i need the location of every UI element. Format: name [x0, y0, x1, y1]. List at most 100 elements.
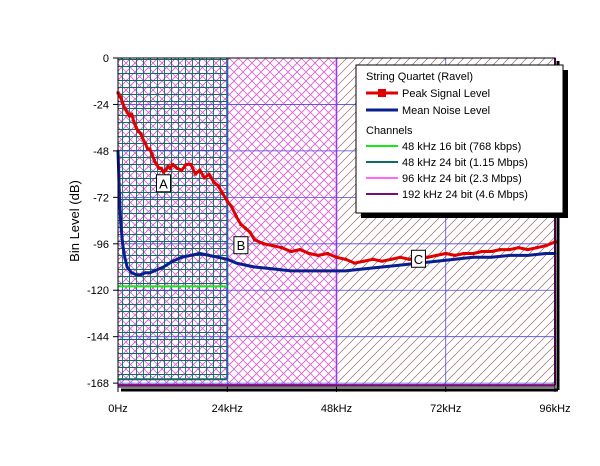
series-0-point: [280, 246, 284, 250]
series-0-point: [207, 172, 211, 176]
series-0-point: [230, 205, 234, 209]
series-0-point: [453, 253, 457, 257]
series-0-point: [262, 242, 266, 246]
y-tick-label-7: -168: [87, 378, 109, 390]
y-tick-label-0: 0: [103, 53, 109, 65]
series-0-point: [253, 238, 257, 242]
series-0-point: [130, 112, 134, 116]
series-0-point: [202, 176, 206, 180]
legend-box: [355, 64, 564, 214]
series-0-point: [136, 130, 140, 134]
y-axis-ticks: 0 -24 -48 -72 -96 -120 -144 -168: [87, 53, 118, 390]
series-1-point: [380, 265, 384, 269]
series-0-point: [155, 162, 159, 166]
series-1-point: [171, 259, 174, 263]
series-0-point: [535, 246, 539, 250]
series-0-point: [162, 170, 166, 174]
series-line-0: [116, 92, 556, 265]
series-0-point: [150, 153, 154, 157]
series-0-point: [517, 246, 521, 250]
y-axis-title: Bin Level (dB): [67, 180, 82, 262]
series-0-point: [371, 257, 375, 261]
y-tick-label-5: -120: [87, 285, 109, 297]
legend-label-series-0: Peak Signal Level: [402, 88, 490, 100]
series-1-point: [118, 192, 121, 195]
series-1-point: [123, 256, 127, 259]
series-0-point: [216, 184, 220, 188]
series-0-point: [362, 259, 366, 263]
series-0-point: [157, 166, 161, 170]
series-1-point: [162, 265, 165, 269]
series-0-point: [164, 168, 168, 172]
series-0-point: [221, 191, 225, 195]
series-0-point: [316, 253, 320, 257]
series-0-point: [489, 250, 493, 254]
series-0-point: [171, 162, 175, 166]
series-1-point: [235, 261, 238, 265]
y-tick-label-3: -72: [93, 192, 109, 204]
legend: String Quartet (Ravel) Peak Signal Level…: [355, 64, 568, 218]
legend-label-channel-3: 192 kHz 24 bit (4.6 Mbps): [402, 189, 528, 201]
legend-label-series-1: Mean Noise Level: [402, 105, 490, 117]
series-0-point: [146, 147, 150, 151]
series-0-point: [353, 261, 357, 265]
series-1-point: [344, 269, 347, 273]
series-1-point: [216, 256, 220, 259]
series-0-point: [134, 126, 138, 130]
series-1-point: [253, 265, 256, 269]
series-1-point: [130, 271, 133, 275]
series-0-point: [344, 257, 348, 261]
series-0-point: [212, 180, 216, 184]
series-0-point: [127, 114, 131, 118]
series-0-point: [159, 166, 163, 170]
grid-lines: [118, 58, 555, 387]
series-0-point: [132, 120, 136, 124]
series-1-point: [134, 273, 138, 277]
x-tick-label-0: 0Hz: [108, 403, 128, 415]
y-tick-label-1: -24: [93, 99, 109, 111]
series-1-point: [153, 269, 156, 273]
series-1-point: [198, 252, 202, 255]
series-1-point: [453, 257, 457, 261]
x-tick-label-2: 48kHz: [321, 403, 352, 415]
series-0-point: [141, 137, 145, 141]
series-0-point: [307, 251, 311, 255]
series-1-point: [189, 254, 193, 257]
legend-channels-heading: Channels: [366, 125, 413, 137]
series-0-point: [189, 162, 193, 166]
series-1-point: [244, 263, 247, 267]
series-0-point: [152, 159, 156, 163]
series-1-point: [148, 271, 152, 275]
series-1-point: [125, 265, 129, 269]
series-0-point: [426, 255, 430, 259]
annotation-box-0: [156, 174, 172, 193]
series-0-point: [125, 110, 129, 114]
series-1-point: [119, 221, 123, 224]
channel-region-1: [118, 58, 228, 380]
series-0-point: [398, 255, 402, 259]
series-1-point: [398, 263, 402, 267]
series-1-point: [471, 256, 475, 259]
data-series: [116, 91, 557, 277]
series-1-point: [144, 271, 147, 275]
series-line-1: [116, 150, 555, 277]
series-0-point: [121, 101, 125, 105]
y-tick-label-4: -96: [93, 239, 109, 251]
series-0-point: [325, 251, 329, 255]
series-0-point: [180, 168, 184, 172]
series-1-point: [307, 269, 311, 273]
series-1-point: [508, 254, 511, 257]
series-0-point: [139, 131, 143, 135]
series-0-point: [435, 253, 439, 257]
series-0-point: [380, 259, 384, 263]
series-1-point: [180, 256, 184, 259]
x-tick-label-3: 72kHz: [430, 403, 461, 415]
series-1-point: [271, 267, 275, 271]
series-0-point: [335, 255, 338, 259]
series-0-point: [123, 106, 127, 110]
series-0-point: [507, 248, 511, 252]
x-tick-label-1: 24kHz: [212, 403, 243, 415]
series-0-point: [289, 250, 293, 254]
series-0-point: [193, 172, 197, 176]
